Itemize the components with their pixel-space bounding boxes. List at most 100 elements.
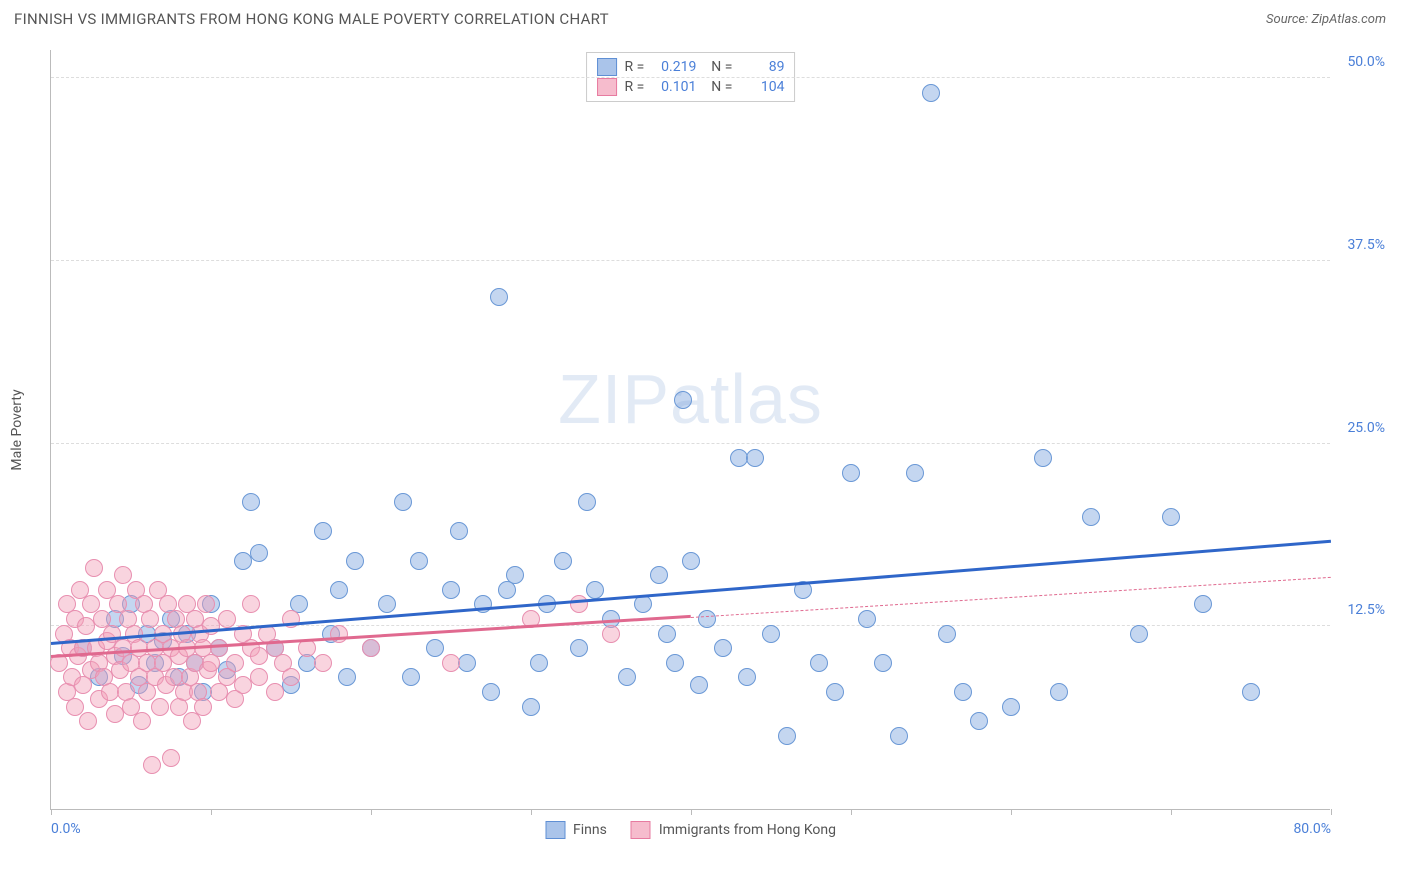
scatter-point-finns	[1130, 625, 1148, 643]
scatter-point-finns	[402, 668, 420, 686]
scatter-point-finns	[506, 566, 524, 584]
scatter-point-hk	[242, 595, 260, 613]
scatter-point-finns	[250, 544, 268, 562]
legend-n-label: N =	[704, 79, 732, 95]
legend-n-value: 89	[740, 59, 784, 75]
scatter-point-hk	[570, 595, 588, 613]
scatter-point-finns	[738, 668, 756, 686]
series-legend-item-finns: Finns	[545, 821, 607, 839]
legend-swatch	[597, 58, 617, 76]
series-legend-label: Finns	[573, 822, 607, 838]
scatter-point-hk	[79, 712, 97, 730]
scatter-point-finns	[842, 464, 860, 482]
scatter-point-finns	[242, 493, 260, 511]
scatter-point-hk	[602, 625, 620, 643]
scatter-point-finns	[410, 552, 428, 570]
scatter-point-hk	[197, 595, 215, 613]
x-tick	[531, 809, 532, 815]
scatter-point-finns	[858, 610, 876, 628]
scatter-point-finns	[346, 552, 364, 570]
scatter-point-finns	[698, 610, 716, 628]
scatter-point-hk	[194, 698, 212, 716]
scatter-point-hk	[210, 639, 228, 657]
x-tick	[51, 809, 52, 815]
scatter-point-finns	[1050, 683, 1068, 701]
scatter-point-finns	[954, 683, 972, 701]
scatter-point-hk	[143, 756, 161, 774]
legend-swatch	[631, 821, 651, 839]
scatter-point-finns	[338, 668, 356, 686]
scatter-point-hk	[362, 639, 380, 657]
scatter-point-hk	[226, 654, 244, 672]
gridline-horizontal	[51, 260, 1330, 261]
legend-r-value: 0.219	[652, 59, 696, 75]
series-legend-item-hk: Immigrants from Hong Kong	[631, 821, 836, 839]
scatter-point-finns	[938, 625, 956, 643]
scatter-point-finns	[874, 654, 892, 672]
scatter-point-hk	[314, 654, 332, 672]
y-tick-label: 25.0%	[1347, 420, 1385, 436]
scatter-point-hk	[218, 610, 236, 628]
plot-region: Male Poverty ZIPatlas R =0.219 N =89R =0…	[50, 50, 1330, 810]
scatter-point-finns	[578, 493, 596, 511]
scatter-point-hk	[66, 698, 84, 716]
y-tick-label: 37.5%	[1347, 237, 1385, 253]
legend-row-hk: R = 0.101 N = 104	[597, 77, 785, 97]
scatter-point-finns	[394, 493, 412, 511]
x-tick	[1171, 809, 1172, 815]
scatter-point-finns	[378, 595, 396, 613]
legend-n-value: 104	[740, 79, 784, 95]
legend-r-value: 0.101	[652, 79, 696, 95]
scatter-point-hk	[442, 654, 460, 672]
scatter-point-finns	[666, 654, 684, 672]
scatter-point-finns	[482, 683, 500, 701]
scatter-point-finns	[522, 698, 540, 716]
x-tick-label: 80.0%	[1293, 821, 1331, 837]
scatter-point-finns	[970, 712, 988, 730]
scatter-point-hk	[141, 610, 159, 628]
y-axis-title: Male Poverty	[9, 389, 25, 470]
scatter-point-finns	[426, 639, 444, 657]
x-tick	[211, 809, 212, 815]
scatter-point-finns	[826, 683, 844, 701]
scatter-point-finns	[674, 391, 692, 409]
gridline-horizontal	[51, 77, 1330, 78]
scatter-point-finns	[1082, 508, 1100, 526]
scatter-point-hk	[133, 712, 151, 730]
scatter-point-finns	[906, 464, 924, 482]
scatter-point-hk	[151, 698, 169, 716]
scatter-point-hk	[85, 559, 103, 577]
scatter-point-finns	[570, 639, 588, 657]
scatter-point-finns	[714, 639, 732, 657]
x-tick	[1331, 809, 1332, 815]
scatter-point-hk	[250, 668, 268, 686]
scatter-point-finns	[778, 727, 796, 745]
scatter-point-finns	[682, 552, 700, 570]
scatter-point-finns	[1162, 508, 1180, 526]
y-tick-label: 12.5%	[1347, 602, 1385, 618]
scatter-point-finns	[458, 654, 476, 672]
chart-area: Male Poverty ZIPatlas R =0.219 N =89R =0…	[50, 50, 1385, 830]
scatter-point-finns	[762, 625, 780, 643]
scatter-point-finns	[618, 668, 636, 686]
scatter-point-finns	[650, 566, 668, 584]
scatter-point-hk	[183, 712, 201, 730]
chart-title: FINNISH VS IMMIGRANTS FROM HONG KONG MAL…	[14, 10, 609, 28]
scatter-point-finns	[922, 84, 940, 102]
scatter-point-finns	[442, 581, 460, 599]
gridline-horizontal	[51, 443, 1330, 444]
scatter-point-hk	[266, 683, 284, 701]
series-legend: Finns Immigrants from Hong Kong	[545, 821, 836, 839]
legend-n-label: N =	[704, 59, 732, 75]
scatter-point-finns	[330, 581, 348, 599]
scatter-point-finns	[1034, 449, 1052, 467]
x-tick	[851, 809, 852, 815]
legend-r-label: R =	[625, 79, 645, 95]
scatter-point-finns	[1002, 698, 1020, 716]
scatter-point-finns	[690, 676, 708, 694]
scatter-point-finns	[490, 288, 508, 306]
scatter-point-finns	[658, 625, 676, 643]
scatter-point-finns	[890, 727, 908, 745]
scatter-point-finns	[530, 654, 548, 672]
scatter-point-finns	[1242, 683, 1260, 701]
